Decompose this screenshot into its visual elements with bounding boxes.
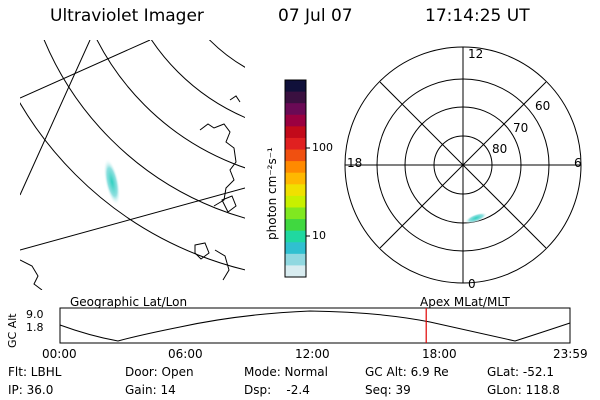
altitude-ytick-low: 1.8 — [26, 321, 44, 334]
geo-meridian — [20, 40, 91, 196]
header-date: 07 Jul 07 — [278, 6, 353, 26]
geo-panel-label: Geographic Lat/Lon — [70, 295, 188, 309]
mlat-label-80: 80 — [492, 142, 508, 156]
xtick-00: 00:00 — [42, 347, 77, 361]
status-mode: Mode: Normal — [244, 365, 328, 379]
coastline — [214, 249, 230, 281]
xtick-2359: 23:59 — [553, 347, 588, 361]
mlt-label-18: 18 — [347, 156, 363, 170]
status-glon: GLon: 118.8 — [487, 383, 560, 397]
colorbar-segment — [285, 184, 306, 197]
mlt-label-12: 12 — [468, 47, 484, 61]
colorbar-tick-10: 10 — [312, 229, 326, 242]
colorbar-segment — [285, 172, 306, 185]
colorbar-segment — [285, 149, 306, 162]
colorbar-segment — [285, 114, 306, 127]
status-glat: GLat: -52.1 — [487, 365, 554, 379]
colorbar-segment — [285, 219, 306, 232]
aurora-blob-polar — [464, 212, 488, 224]
xtick-18: 18:00 — [422, 347, 457, 361]
coastline — [199, 123, 237, 207]
status-dsp: Dsp: -2.4 — [244, 383, 310, 397]
header-time: 17:14:25 UT — [425, 6, 530, 26]
geo-meridian — [20, 187, 245, 251]
colorbar-segment — [285, 265, 306, 278]
altitude-curve — [59, 310, 571, 342]
colorbar-segment — [285, 80, 306, 93]
xtick-12: 12:00 — [295, 347, 330, 361]
status-ip: IP: 36.0 — [8, 383, 54, 397]
coastline — [229, 95, 241, 103]
polar-diagonal — [379, 81, 547, 249]
colorbar-segment — [285, 242, 306, 255]
colorbar-segment — [285, 253, 306, 267]
coastline — [221, 195, 237, 213]
instrument-title: Ultraviolet Imager — [50, 6, 204, 26]
mlat-label-70: 70 — [513, 121, 529, 135]
status-gain: Gain: 14 — [125, 383, 176, 397]
colorbar-tick-100: 100 — [312, 141, 333, 154]
altitude-ylabel: GC Alt — [6, 313, 19, 348]
altitude-plot-frame — [59, 307, 571, 344]
altitude-ytick-high: 9.0 — [26, 308, 44, 321]
polar-panel-label: Apex MLat/MLT — [420, 295, 510, 309]
colorbar-segment — [285, 161, 306, 174]
status-seq: Seq: 39 — [365, 383, 411, 397]
colorbar-segment — [285, 103, 306, 116]
mlt-label-6: 6 — [574, 156, 582, 170]
aurora-blob-geo — [103, 158, 121, 206]
status-filter: Flt: LBHL — [8, 365, 62, 379]
geo-meridian — [20, 40, 151, 99]
status-gc-alt: GC Alt: 6.9 Re — [365, 365, 449, 379]
status-door: Door: Open — [125, 365, 194, 379]
colorbar-segment — [285, 137, 306, 151]
colorbar-segment — [285, 126, 306, 139]
mlt-label-0: 0 — [468, 277, 476, 291]
colorbar-segment — [285, 230, 306, 243]
mlat-label-60: 60 — [535, 99, 551, 113]
colorbar-segment — [285, 207, 306, 220]
coastline — [20, 259, 43, 290]
coastline — [194, 242, 210, 260]
xtick-06: 06:00 — [168, 347, 203, 361]
colorbar-segment — [285, 91, 306, 104]
colorbar-segment — [285, 195, 306, 209]
